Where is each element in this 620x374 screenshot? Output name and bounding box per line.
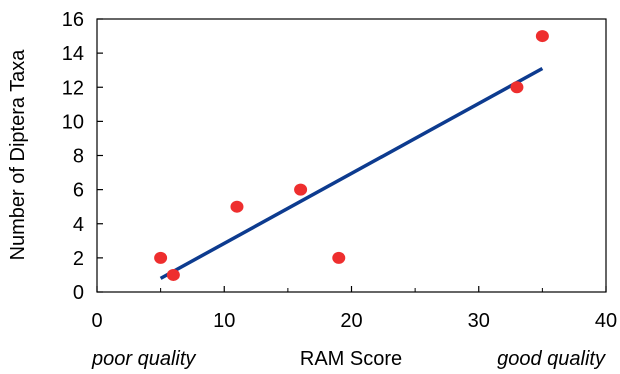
x-axis-title: RAM Score bbox=[300, 348, 402, 370]
y-tick-label: 14 bbox=[62, 43, 84, 65]
data-point bbox=[230, 200, 244, 213]
y-tick-label: 10 bbox=[62, 111, 84, 133]
plot-area bbox=[96, 18, 607, 293]
x-tick-label: 0 bbox=[91, 310, 102, 332]
data-points bbox=[154, 30, 549, 281]
x-tick-label: 10 bbox=[213, 310, 235, 332]
data-point bbox=[166, 268, 180, 281]
y-tick-label: 2 bbox=[73, 248, 84, 270]
y-tick-label: 4 bbox=[73, 214, 84, 236]
y-axis: 0 2 4 6 8 10 12 14 16 bbox=[62, 9, 103, 304]
y-tick-label: 6 bbox=[73, 180, 84, 202]
trendline-layer bbox=[159, 66, 544, 280]
data-point bbox=[535, 30, 549, 43]
x-axis: 0 10 20 30 40 bbox=[91, 286, 617, 332]
plot-frame bbox=[96, 18, 607, 293]
data-point bbox=[332, 251, 346, 264]
good-quality-annotation: good quality bbox=[497, 348, 606, 370]
y-tick-label: 16 bbox=[62, 9, 84, 31]
y-tick-label: 8 bbox=[73, 146, 84, 168]
y-tick-label: 12 bbox=[62, 77, 84, 99]
trendline bbox=[159, 66, 544, 280]
x-tick-label: 30 bbox=[468, 310, 490, 332]
data-point bbox=[294, 183, 308, 196]
x-tick-label: 20 bbox=[340, 310, 362, 332]
x-tick-label: 40 bbox=[595, 310, 617, 332]
data-point bbox=[154, 251, 168, 264]
data-point bbox=[510, 81, 524, 94]
poor-quality-annotation: poor quality bbox=[91, 348, 196, 370]
y-tick-label: 0 bbox=[73, 282, 84, 304]
y-axis-title: Number of Diptera Taxa bbox=[7, 49, 29, 261]
